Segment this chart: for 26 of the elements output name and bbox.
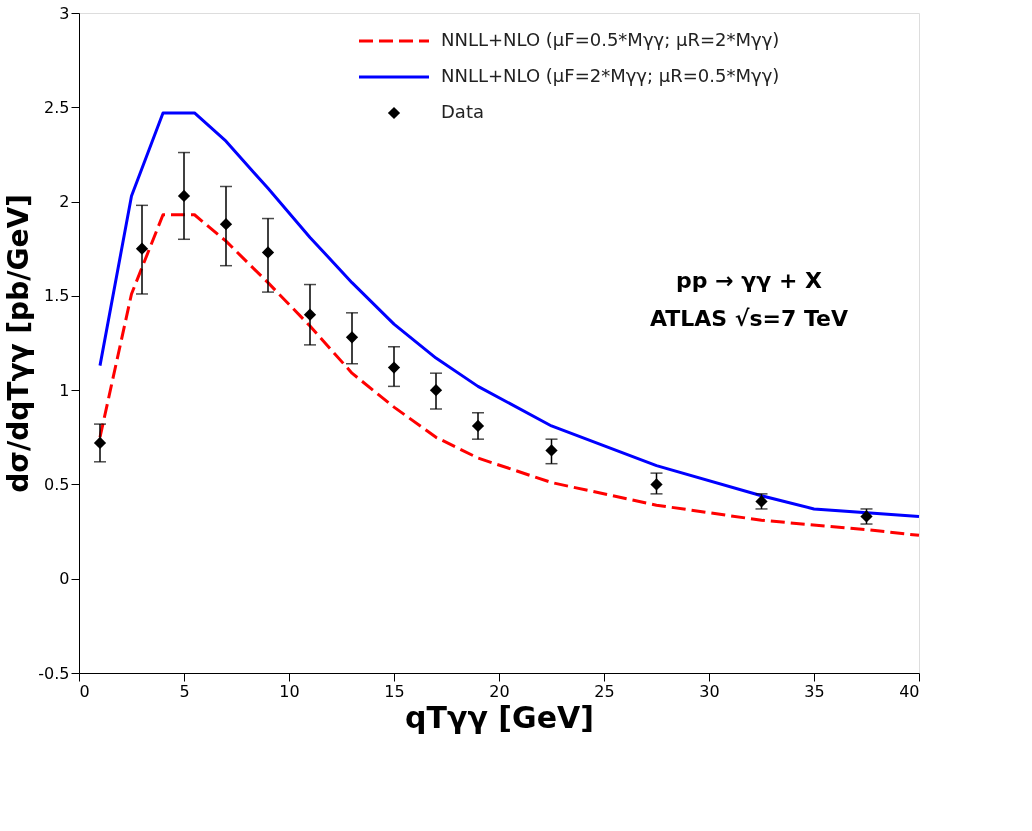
x-axis-title: qTγγ [GeV] xyxy=(405,699,594,735)
point xyxy=(650,478,663,491)
x-tick-label: 0 xyxy=(79,681,90,701)
x-tick-label: 40 xyxy=(899,681,920,701)
y-tick-label: 1.5 xyxy=(44,286,70,306)
x-tick-label: 20 xyxy=(489,681,510,701)
x-tick-label: 25 xyxy=(594,681,615,701)
legend-label: NNLL+NLO (μF=2*Mγγ; μR=0.5*Mγγ) xyxy=(441,65,780,86)
y-tick-label: 1 xyxy=(59,380,70,400)
x-tick-label: 35 xyxy=(804,681,825,701)
y-tick-label: 2.5 xyxy=(44,97,70,117)
x-tick-label: 30 xyxy=(699,681,720,701)
y-tick-label: -0.5 xyxy=(38,663,70,683)
y-axis-title: dσ/dqTγγ [pb/GeV] xyxy=(2,194,36,493)
y-tick-label: 3 xyxy=(59,3,70,23)
legend-label: Data xyxy=(441,101,484,122)
x-tick-label: 15 xyxy=(384,681,405,701)
x-tick-label: 10 xyxy=(279,681,300,701)
annotation: ATLAS √s=7 TeV xyxy=(649,306,849,331)
point xyxy=(545,444,558,457)
annotation: pp → γγ + X xyxy=(676,268,822,293)
y-tick-label: 0.5 xyxy=(44,474,70,494)
y-tick-label: 2 xyxy=(59,192,70,212)
y-tick-label: 0 xyxy=(59,569,70,589)
legend-label: NNLL+NLO (μF=0.5*Mγγ; μR=2*Mγγ) xyxy=(441,29,780,50)
x-tick-label: 5 xyxy=(179,681,190,701)
